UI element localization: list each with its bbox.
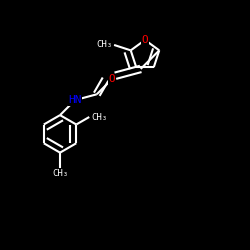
- Text: CH₃: CH₃: [97, 40, 113, 50]
- Text: O: O: [142, 35, 148, 45]
- Text: O: O: [108, 74, 115, 84]
- Text: HN: HN: [68, 95, 82, 105]
- Text: CH₃: CH₃: [52, 169, 68, 178]
- Text: CH₃: CH₃: [91, 112, 108, 122]
